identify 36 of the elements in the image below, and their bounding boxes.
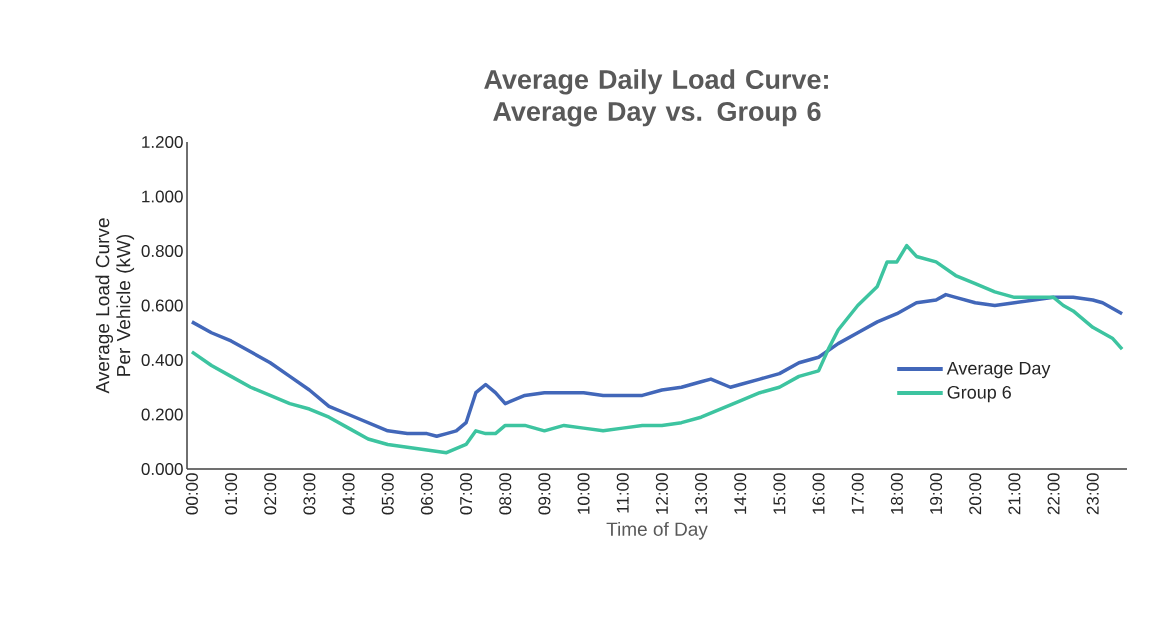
x-axis-title: Time of Day — [606, 521, 708, 540]
legend-label: Average Day — [946, 362, 1051, 379]
x-tick-label: 04:00 — [342, 473, 355, 515]
x-tick-label: 12:00 — [655, 473, 668, 514]
x-tick-label: 23:00 — [1086, 473, 1099, 515]
x-tick-label: 11:00 — [616, 473, 629, 513]
y-tick-label: 0.600 — [141, 299, 183, 312]
x-tick-label: 22:00 — [1047, 473, 1060, 515]
x-tick-label: 18:00 — [890, 473, 903, 514]
x-tick-label: 13:00 — [695, 473, 708, 514]
x-tick-label: 10:00 — [577, 473, 590, 514]
x-tick-label: 19:00 — [930, 473, 943, 514]
y-tick-label: 1.200 — [142, 135, 183, 149]
y-tick-label: 1.000 — [142, 190, 183, 203]
x-tick-label: 01:00 — [225, 473, 238, 515]
x-tick-label: 17:00 — [851, 473, 864, 514]
x-tick-label: 05:00 — [381, 473, 394, 515]
y-tick-label: 0.000 — [141, 462, 183, 476]
y-tick-label: 0.200 — [141, 408, 183, 421]
chart-title: Average Daily Load Curve: Average Day vs. Group 6 — [484, 69, 828, 127]
y-axis-title: Average Load Curve Per Vehicle (kW) — [95, 218, 135, 394]
x-tick-label: 02:00 — [264, 473, 277, 515]
y-tick-label: 0.400 — [141, 353, 183, 367]
x-tick-label: 03:00 — [303, 473, 316, 515]
x-tick-label: 08:00 — [499, 473, 512, 515]
x-tick-label: 09:00 — [538, 473, 551, 515]
x-tick-label: 07:00 — [460, 473, 473, 515]
x-tick-label: 00:00 — [185, 473, 198, 515]
x-tick-label: 06:00 — [420, 473, 433, 515]
x-tick-label: 15:00 — [773, 473, 786, 514]
y-tick-label: 0.800 — [141, 244, 183, 258]
x-tick-label: 14:00 — [734, 473, 747, 514]
x-tick-label: 21:00 — [1008, 473, 1021, 515]
legend-label: Group 6 — [947, 385, 1011, 403]
x-tick-label: 16:00 — [812, 473, 825, 514]
x-tick-label: 20:00 — [969, 473, 982, 515]
